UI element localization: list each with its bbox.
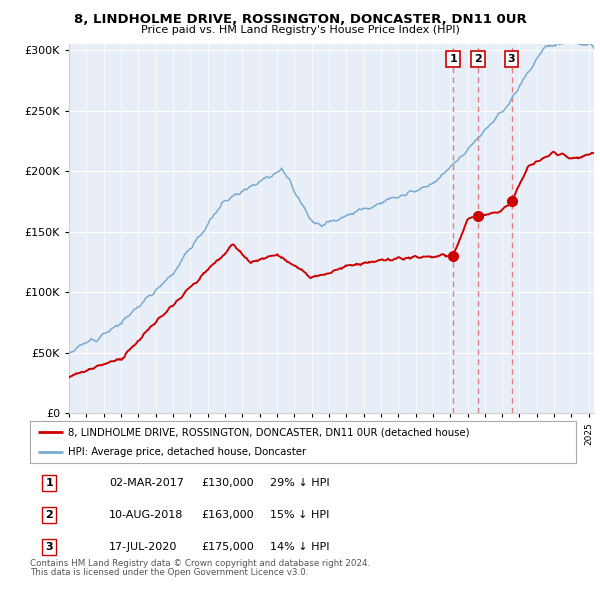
Text: 15% ↓ HPI: 15% ↓ HPI xyxy=(270,510,329,520)
Text: 3: 3 xyxy=(508,54,515,64)
Text: 02-MAR-2017: 02-MAR-2017 xyxy=(109,478,184,488)
Text: 14% ↓ HPI: 14% ↓ HPI xyxy=(270,542,330,552)
Text: Contains HM Land Registry data © Crown copyright and database right 2024.: Contains HM Land Registry data © Crown c… xyxy=(30,559,370,568)
Text: 17-JUL-2020: 17-JUL-2020 xyxy=(109,542,178,552)
Text: 10-AUG-2018: 10-AUG-2018 xyxy=(109,510,184,520)
Text: This data is licensed under the Open Government Licence v3.0.: This data is licensed under the Open Gov… xyxy=(30,568,308,576)
Text: 29% ↓ HPI: 29% ↓ HPI xyxy=(270,478,330,488)
Text: £130,000: £130,000 xyxy=(201,478,254,488)
Text: 1: 1 xyxy=(449,54,457,64)
Text: 8, LINDHOLME DRIVE, ROSSINGTON, DONCASTER, DN11 0UR: 8, LINDHOLME DRIVE, ROSSINGTON, DONCASTE… xyxy=(74,13,526,26)
Text: £175,000: £175,000 xyxy=(201,542,254,552)
Text: Price paid vs. HM Land Registry's House Price Index (HPI): Price paid vs. HM Land Registry's House … xyxy=(140,25,460,35)
Text: £163,000: £163,000 xyxy=(201,510,254,520)
Text: 2: 2 xyxy=(45,510,53,520)
Text: 3: 3 xyxy=(45,542,53,552)
Text: 2: 2 xyxy=(474,54,482,64)
Text: HPI: Average price, detached house, Doncaster: HPI: Average price, detached house, Donc… xyxy=(68,447,307,457)
Text: 8, LINDHOLME DRIVE, ROSSINGTON, DONCASTER, DN11 0UR (detached house): 8, LINDHOLME DRIVE, ROSSINGTON, DONCASTE… xyxy=(68,427,470,437)
Text: 1: 1 xyxy=(45,478,53,488)
